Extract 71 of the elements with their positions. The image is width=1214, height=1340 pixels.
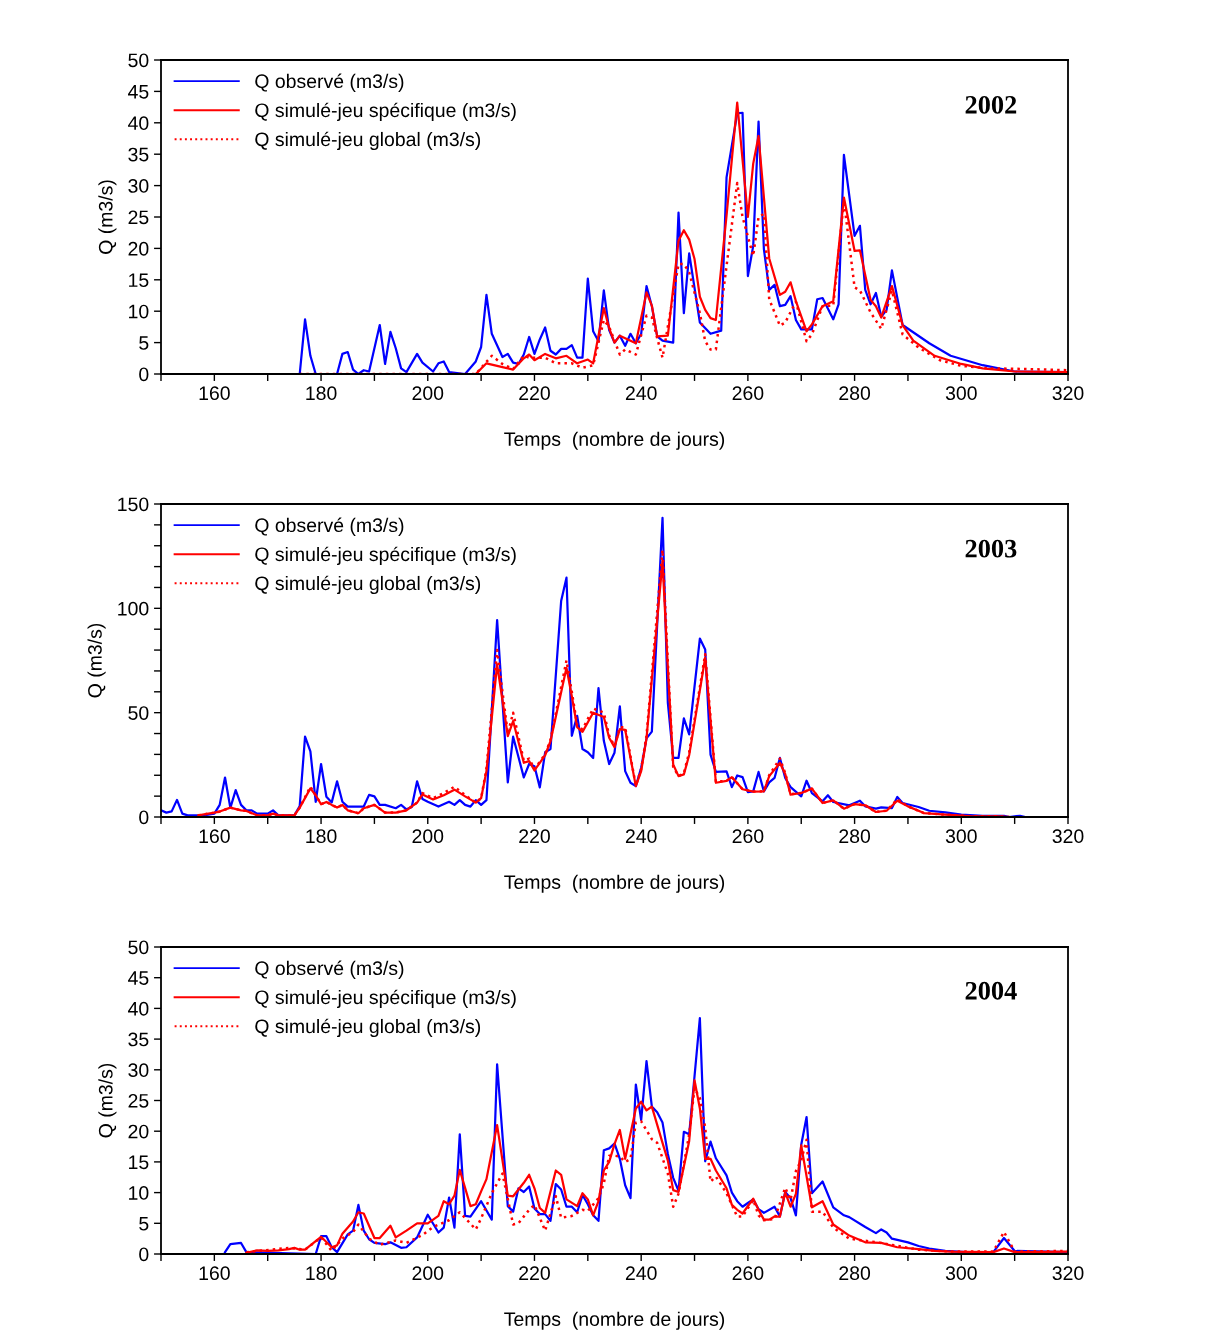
x-axis-title: Temps (nombre de jours) bbox=[504, 1311, 725, 1330]
y-tick-label: 20 bbox=[128, 1124, 149, 1139]
y-tick-label: 50 bbox=[128, 940, 149, 955]
y-tick-label: 15 bbox=[129, 1155, 149, 1170]
x-tick-label: 280 bbox=[839, 1266, 871, 1281]
legend-label: Q simulé-jeu global (m3/s) bbox=[255, 1018, 481, 1038]
y-tick-label: 50 bbox=[128, 706, 149, 720]
x-tick-label: 240 bbox=[625, 386, 657, 401]
x-axis-title: Temps (nombre de jours) bbox=[504, 874, 725, 893]
y-tick-label: 40 bbox=[128, 1001, 149, 1016]
x-tick-label: 300 bbox=[945, 386, 977, 401]
y-axis-title: Q (m3/s) bbox=[98, 180, 117, 254]
y-tick-label: 25 bbox=[128, 210, 149, 225]
y-tick-label: 20 bbox=[128, 241, 149, 256]
x-tick-label: 240 bbox=[625, 829, 657, 844]
y-tick-label: 25 bbox=[128, 1093, 149, 1108]
text: 2003 bbox=[965, 539, 1017, 558]
x-tick-label: 260 bbox=[732, 1266, 764, 1281]
x-tick-label: 300 bbox=[945, 1266, 977, 1281]
legend-label: Q simulé-jeu global (m3/s) bbox=[255, 575, 481, 595]
x-tick-label: 200 bbox=[412, 1266, 444, 1281]
y-tick-label: 100 bbox=[118, 601, 149, 616]
x-tick-label: 160 bbox=[199, 829, 230, 844]
y-tick-label: 5 bbox=[139, 1216, 149, 1231]
y-tick-label: 0 bbox=[139, 1247, 149, 1262]
y-tick-label: 5 bbox=[139, 336, 149, 350]
x-tick-label: 260 bbox=[732, 386, 764, 401]
x-tick-label: 200 bbox=[412, 829, 444, 844]
y-tick-label: 45 bbox=[128, 971, 149, 985]
x-tick-label: 320 bbox=[1052, 386, 1084, 401]
x-tick-label: 180 bbox=[306, 829, 337, 844]
x-tick-label: 180 bbox=[306, 386, 337, 401]
x-tick-label: 180 bbox=[306, 1266, 337, 1281]
x-tick-label: 300 bbox=[945, 829, 977, 844]
y-tick-label: 150 bbox=[118, 497, 149, 512]
y-tick-label: 10 bbox=[129, 1186, 149, 1200]
legend-label: Q observé (m3/s) bbox=[255, 960, 404, 979]
y-tick-label: 35 bbox=[128, 1032, 149, 1047]
x-tick-label: 280 bbox=[839, 386, 871, 401]
y-tick-label: 40 bbox=[128, 116, 149, 131]
x-tick-label: 220 bbox=[519, 386, 550, 401]
y-axis-title: Q (m3/s) bbox=[98, 1063, 117, 1138]
x-tick-label: 200 bbox=[412, 386, 444, 401]
y-tick-label: 30 bbox=[128, 179, 149, 193]
legend-label: Q observé (m3/s) bbox=[255, 517, 404, 536]
x-tick-label: 160 bbox=[199, 1266, 230, 1281]
x-tick-label: 240 bbox=[625, 1266, 657, 1281]
y-tick-label: 10 bbox=[129, 304, 149, 319]
legend-label: Q simulé-jeu global (m3/s) bbox=[255, 131, 481, 151]
x-tick-label: 220 bbox=[519, 1266, 550, 1281]
y-tick-label: 45 bbox=[128, 85, 149, 99]
x-tick-label: 280 bbox=[839, 829, 871, 844]
y-tick-label: 0 bbox=[139, 810, 149, 825]
x-tick-label: 160 bbox=[199, 386, 230, 401]
y-tick-label: 50 bbox=[128, 53, 149, 68]
x-tick-label: 260 bbox=[732, 829, 764, 844]
legend-label: Q simulé-jeu spécifique (m3/s) bbox=[255, 546, 516, 565]
y-tick-label: 30 bbox=[128, 1063, 149, 1078]
y-tick-label: 35 bbox=[128, 147, 149, 162]
y-tick-label: 15 bbox=[129, 273, 149, 288]
y-tick-label: 0 bbox=[139, 367, 149, 382]
x-tick-label: 320 bbox=[1052, 1266, 1084, 1281]
text: 2004 bbox=[965, 981, 1017, 1000]
x-axis-title: Temps (nombre de jours) bbox=[504, 431, 725, 450]
text: 2002 bbox=[965, 95, 1017, 114]
y-axis-title: Q (m3/s) bbox=[87, 623, 106, 698]
legend-label: Q simulé-jeu spécifique (m3/s) bbox=[255, 989, 516, 1008]
legend-label: Q simulé-jeu spécifique (m3/s) bbox=[255, 102, 516, 121]
legend-label: Q observé (m3/s) bbox=[255, 73, 404, 92]
x-tick-label: 320 bbox=[1052, 829, 1084, 844]
x-tick-label: 220 bbox=[519, 829, 550, 844]
